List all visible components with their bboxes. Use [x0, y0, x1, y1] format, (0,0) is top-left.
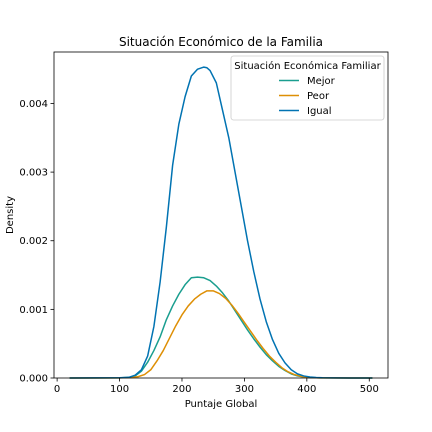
legend-label-peor: Peor	[307, 91, 330, 102]
legend-label-igual: Igual	[307, 106, 332, 117]
x-tick-label: 100	[110, 384, 129, 395]
x-tick-label: 0	[54, 384, 60, 395]
plot-area	[69, 66, 373, 379]
series-line-igual	[69, 66, 373, 379]
plot-frame	[53, 51, 389, 379]
x-tick-label: 200	[172, 384, 191, 395]
chart-title: Situación Económico de la Familia	[119, 35, 323, 49]
y-axis: 0.000 0.001 0.002 0.003 0.004	[19, 99, 54, 385]
y-tick-label: 0.003	[19, 168, 48, 179]
legend-box	[230, 55, 385, 121]
legend-label-mejor: Mejor	[307, 76, 336, 87]
x-tick-label: 300	[235, 384, 254, 395]
x-axis-title: Puntaje Global	[185, 399, 258, 410]
y-tick-label: 0.000	[19, 374, 48, 385]
x-axis: 0 100 200 300 400 500	[54, 378, 379, 395]
y-tick-label: 0.002	[19, 236, 48, 247]
y-axis-title: Density	[5, 196, 16, 234]
legend: Situación Económica Familiar Mejor Peor Igu…	[230, 55, 385, 121]
x-tick-label: 400	[297, 384, 316, 395]
x-tick-label: 500	[360, 384, 379, 395]
y-tick-label: 0.001	[19, 305, 48, 316]
series-line-peor	[69, 290, 373, 379]
y-tick-label: 0.004	[19, 99, 48, 110]
legend-title: Situación Económica Familiar	[234, 60, 381, 72]
